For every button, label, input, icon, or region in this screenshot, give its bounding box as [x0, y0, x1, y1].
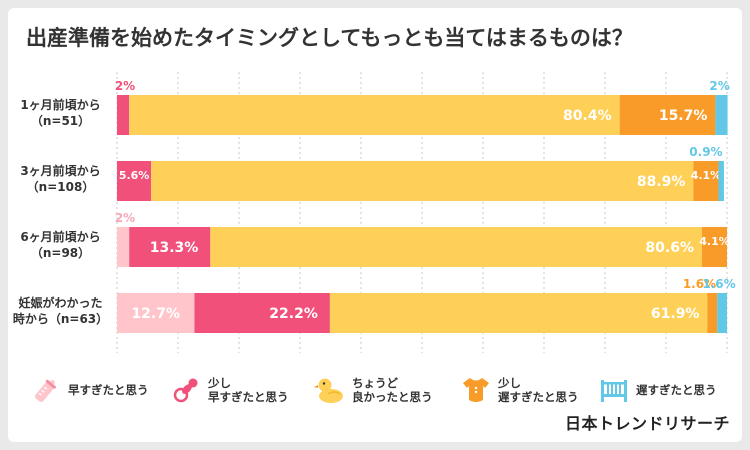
data-label: 22.2%: [269, 306, 318, 322]
legend-label: 遅すぎたと思う: [636, 383, 717, 397]
data-label: 80.4%: [563, 108, 612, 124]
legend-too-early: 早すぎたと思う: [30, 374, 149, 406]
row-label-line1: 妊娠がわかった: [18, 296, 103, 310]
bar-segment: [129, 95, 620, 135]
legend-label: 良かったと思う: [352, 390, 433, 404]
bar-segment: [117, 95, 130, 135]
legend-just-right: ちょうど 良かったと思う: [314, 374, 433, 406]
bar-segment: [194, 293, 330, 333]
data-label: 1.6%: [702, 277, 735, 291]
bar-segment: [707, 293, 718, 333]
bar-segment: [129, 227, 211, 267]
bar-segment: [701, 227, 727, 267]
data-label: 88.9%: [637, 174, 686, 190]
crib-icon: [601, 380, 627, 402]
row-label-1month: 1ヶ月前頃から （n=51）: [8, 97, 113, 129]
data-label: 61.9%: [651, 306, 700, 322]
data-label: 4.1%: [699, 235, 730, 248]
rubber-duck-icon: [314, 378, 343, 403]
legend-too-late: 遅すぎたと思う: [598, 374, 717, 406]
legend-slightly-early: 少し 早すぎたと思う: [170, 374, 289, 406]
row-label-line2: （n=108）: [26, 180, 95, 194]
row-label-pregnancy: 妊娠がわかった 時から（n=63）: [8, 295, 113, 327]
data-label: 80.6%: [645, 240, 694, 256]
chart-card: 出産準備を始めたタイミングとしてもっとも当てはまるものは？ 2% 80.4% 15.…: [8, 8, 742, 442]
bar-segment: [117, 161, 152, 201]
row-label-line1: 3ヶ月前頃から: [20, 164, 101, 178]
legend-label: 早すぎたと思う: [208, 390, 289, 404]
data-label: 0.9%: [689, 145, 722, 159]
row-label-line1: 6ヶ月前頃から: [20, 230, 101, 244]
legend-label: 少し: [498, 376, 521, 390]
bar-segment: [151, 161, 694, 201]
data-label: 2%: [709, 79, 729, 93]
bar-segment: [210, 227, 702, 267]
row-label-6month: 6ヶ月前頃から （n=98）: [8, 229, 113, 261]
data-label: 15.7%: [659, 108, 708, 124]
bar-segment: [718, 161, 724, 201]
legend-label: 早すぎたと思う: [68, 383, 149, 397]
data-label: 4.1%: [691, 169, 722, 182]
data-label: 2%: [115, 211, 135, 225]
row-label-3month: 3ヶ月前頃から （n=108）: [8, 163, 113, 195]
chart-plot: 2% 80.4% 15.7% 2% 5.6% 88.9% 4.1% 0.9% 2% 13.3% 80…: [115, 72, 736, 353]
bar-segment: [619, 95, 716, 135]
data-label: 13.3%: [150, 240, 199, 256]
baby-onesie-icon: [463, 378, 489, 402]
data-label: 12.7%: [131, 306, 180, 322]
pacifier-icon: [173, 378, 198, 403]
row-label-line2: 時から（n=63）: [12, 312, 109, 326]
data-label: 1.6%: [683, 277, 716, 291]
data-label: 5.6%: [119, 169, 150, 182]
bar-segment: [715, 95, 728, 135]
legend-label: ちょうど: [352, 376, 398, 390]
baby-bottle-icon: [35, 379, 56, 402]
row-label-line1: 1ヶ月前頃から: [20, 98, 101, 112]
chart-title: 出産準備を始めたタイミングとしてもっとも当てはまるものは？: [26, 26, 633, 50]
brand-logo: 日本トレンドリサーチ: [564, 414, 730, 433]
bar-segment: [117, 227, 130, 267]
legend-label: 少し: [208, 376, 231, 390]
bar-segment: [117, 293, 195, 333]
row-label-line2: （n=51）: [30, 114, 91, 128]
bar-segment: [329, 293, 708, 333]
bar-segment: [717, 293, 727, 333]
data-label: 2%: [115, 79, 135, 93]
legend-label: 遅すぎたと思う: [498, 390, 579, 404]
bar-segment: [693, 161, 719, 201]
row-label-line2: （n=98）: [30, 246, 91, 260]
legend-slightly-late: 少し 遅すぎたと思う: [460, 374, 579, 406]
